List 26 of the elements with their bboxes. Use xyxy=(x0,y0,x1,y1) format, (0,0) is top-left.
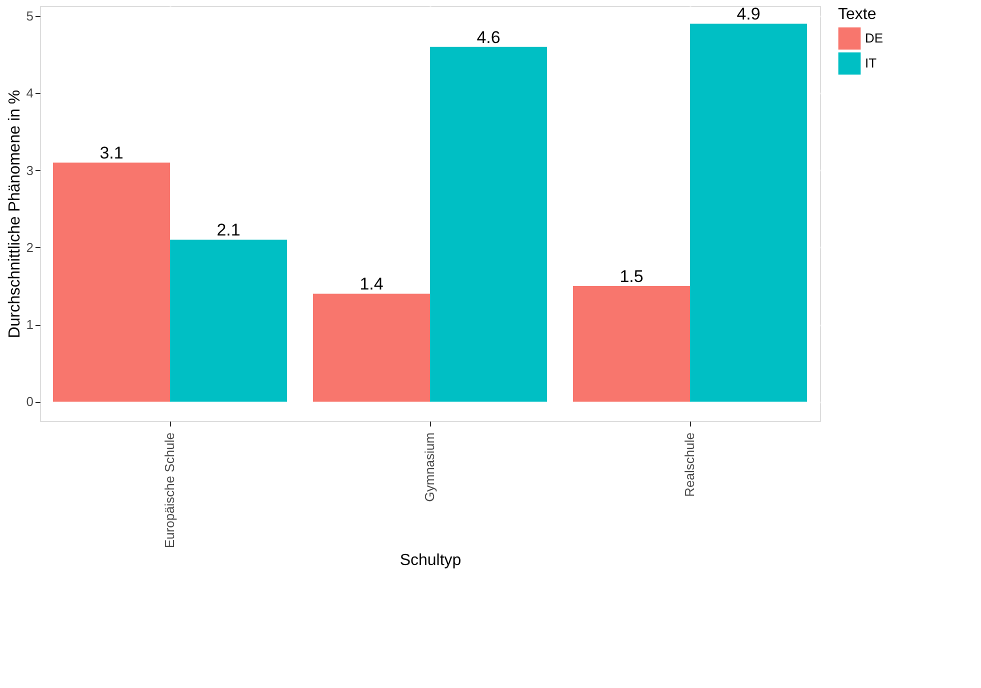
bar xyxy=(53,162,170,402)
bar xyxy=(430,46,547,402)
data-label: 4.6 xyxy=(476,28,500,47)
x-tick-label: Realschule xyxy=(682,432,697,497)
bar xyxy=(690,24,807,402)
y-tick-label: 5 xyxy=(26,8,34,24)
y-axis-title: Durchschnittliche Phänomene in % xyxy=(6,90,24,338)
bar xyxy=(573,286,690,402)
data-label: 1.5 xyxy=(620,267,644,286)
data-label: 2.1 xyxy=(216,220,240,240)
bar xyxy=(170,240,287,402)
y-tick-label: 1 xyxy=(26,317,34,332)
y-tick-label: 0 xyxy=(26,394,34,410)
legend-label: IT xyxy=(865,56,877,70)
data-label: 3.1 xyxy=(100,144,124,163)
y-tick-label: 2 xyxy=(26,240,34,255)
legend-label: DE xyxy=(865,30,884,46)
y-tick-label: 4 xyxy=(26,86,34,101)
data-label: 4.9 xyxy=(736,4,760,24)
y-tick-label: 3 xyxy=(26,162,34,178)
x-tick-label: Gymnasium xyxy=(422,432,437,502)
x-axis-title: Schultyp xyxy=(400,552,462,570)
data-label: 1.4 xyxy=(360,274,384,294)
bar xyxy=(313,294,430,402)
legend-title: Texte xyxy=(838,6,876,23)
x-tick-label: Europäische Schule xyxy=(162,432,177,548)
